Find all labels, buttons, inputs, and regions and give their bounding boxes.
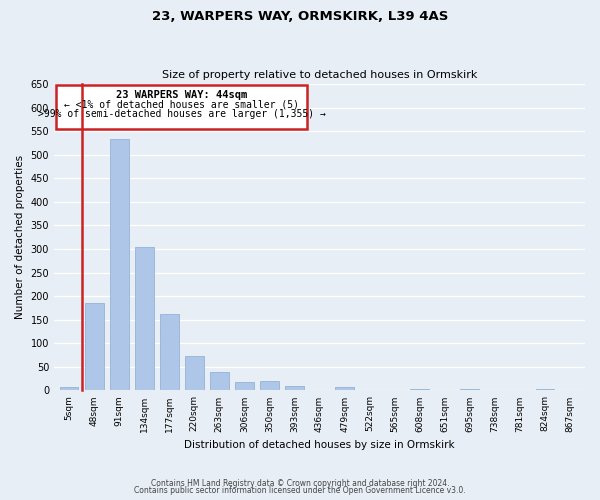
Bar [59, 386, 79, 390]
Bar [410, 388, 429, 390]
FancyBboxPatch shape [56, 85, 307, 129]
Bar [85, 303, 104, 390]
Bar [160, 314, 179, 390]
Text: 23, WARPERS WAY, ORMSKIRK, L39 4AS: 23, WARPERS WAY, ORMSKIRK, L39 4AS [152, 10, 448, 23]
Bar [335, 386, 354, 390]
Bar [135, 246, 154, 390]
Y-axis label: Number of detached properties: Number of detached properties [15, 155, 25, 320]
Text: Contains HM Land Registry data © Crown copyright and database right 2024.: Contains HM Land Registry data © Crown c… [151, 478, 449, 488]
Text: >99% of semi-detached houses are larger (1,355) →: >99% of semi-detached houses are larger … [38, 109, 325, 119]
Bar [235, 382, 254, 390]
X-axis label: Distribution of detached houses by size in Ormskirk: Distribution of detached houses by size … [184, 440, 455, 450]
Text: 23 WARPERS WAY: 44sqm: 23 WARPERS WAY: 44sqm [116, 90, 247, 100]
Bar [110, 139, 128, 390]
Text: ← <1% of detached houses are smaller (5): ← <1% of detached houses are smaller (5) [64, 100, 299, 110]
Bar [210, 372, 229, 390]
Bar [185, 356, 203, 390]
Bar [285, 386, 304, 390]
Text: Contains public sector information licensed under the Open Government Licence v3: Contains public sector information licen… [134, 486, 466, 495]
Title: Size of property relative to detached houses in Ormskirk: Size of property relative to detached ho… [162, 70, 477, 81]
Bar [260, 381, 279, 390]
